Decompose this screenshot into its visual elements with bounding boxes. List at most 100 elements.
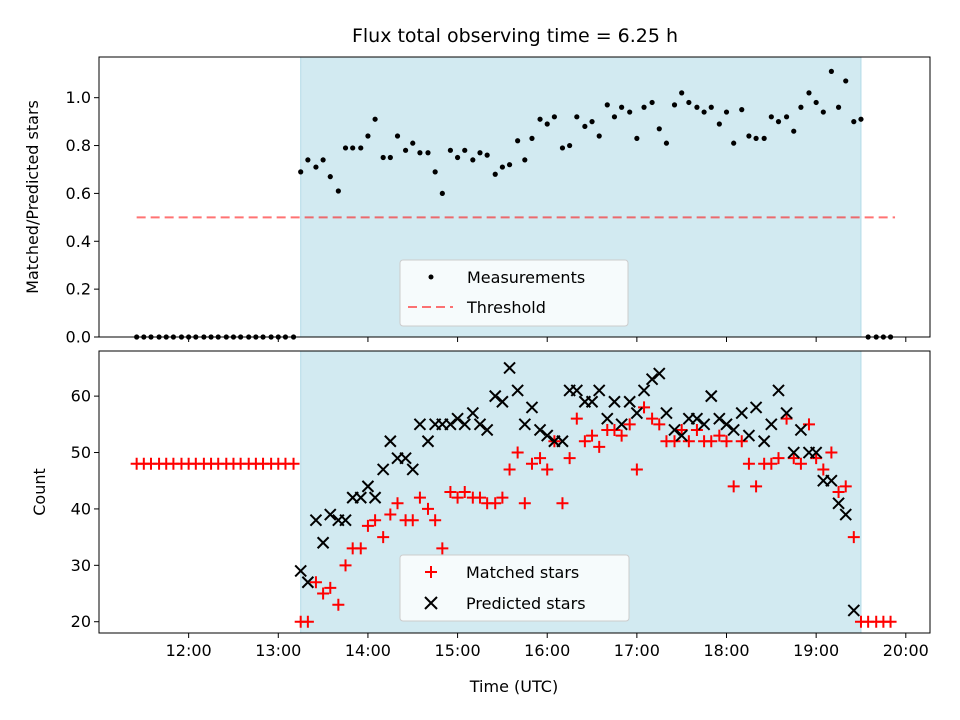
measurement-point — [350, 145, 356, 151]
matched-star-point — [727, 480, 740, 493]
matched-star-point — [780, 412, 793, 425]
x-tick-label: 15:00 — [435, 641, 481, 660]
measurement-point — [515, 138, 521, 144]
measurement-point — [806, 90, 812, 96]
matched-star-point — [377, 531, 390, 544]
measurement-point — [305, 157, 311, 163]
measurement-point — [559, 145, 566, 151]
predicted-star-point — [765, 418, 778, 431]
count-y-ticks: 20 30 40 50 60 — [71, 387, 99, 631]
measurement-point — [544, 121, 550, 127]
matched-star-point — [301, 615, 314, 628]
measurement-point — [298, 169, 304, 175]
x-tick-label: 19:00 — [793, 641, 839, 660]
predicted-star-point — [384, 435, 397, 448]
measurement-point — [731, 140, 737, 146]
predicted-star-point — [444, 418, 457, 431]
x-tick-label: 14:00 — [345, 641, 391, 660]
measurement-points — [134, 68, 894, 340]
predicted-star-point — [615, 418, 628, 431]
measurement-point — [470, 157, 476, 163]
matched-star-point — [429, 514, 442, 527]
measurement-point — [723, 109, 730, 115]
predicted-star-point — [713, 412, 726, 425]
matched-star-point — [623, 418, 636, 431]
legend-measurements-label: Measurements — [467, 268, 585, 287]
matched-star-point — [473, 491, 486, 504]
x-tick-label: 18:00 — [703, 641, 749, 660]
measurement-point — [708, 104, 714, 110]
predicted-star-point — [585, 395, 599, 408]
matched-star-point — [787, 452, 800, 465]
count-axes-frame — [98, 350, 931, 634]
matched-star-point — [489, 497, 502, 510]
count-legend: Matched stars Predicted stars — [399, 554, 630, 622]
predicted-star-point — [825, 474, 838, 487]
predicted-star-point — [601, 412, 614, 425]
y-tick-label: 20 — [71, 612, 91, 631]
measurement-point — [499, 164, 505, 170]
legend-threshold-label: Threshold — [466, 298, 546, 317]
measurement-point — [835, 104, 842, 110]
measurement-point — [327, 174, 333, 180]
matched-star-point — [354, 542, 367, 555]
matched-star-point — [713, 429, 726, 442]
predicted-star-point — [421, 435, 435, 448]
measurement-point — [320, 157, 326, 163]
measurement-point — [358, 145, 364, 151]
predicted-star-point — [503, 361, 516, 375]
measurement-point — [439, 190, 445, 197]
matched-star-point — [772, 452, 785, 465]
predicted-star-point — [660, 406, 673, 420]
predicted-star-point — [294, 564, 307, 578]
matched-star-point — [317, 587, 330, 600]
matched-star-point — [324, 581, 337, 594]
predicted-star-point — [458, 418, 471, 431]
predicted-star-point — [847, 604, 861, 617]
measurement-point — [858, 116, 864, 122]
matched-star-point — [525, 457, 538, 470]
measurement-point — [753, 135, 759, 141]
matched-star-point — [384, 508, 397, 521]
measurement-point — [813, 99, 819, 106]
predicted-star-point — [324, 508, 337, 521]
predicted-star-point — [757, 435, 771, 448]
measurement-point — [574, 114, 580, 120]
measurement-point — [365, 133, 371, 139]
matched-star-point — [361, 519, 374, 532]
matched-star-point — [444, 486, 457, 498]
measurement-point — [387, 154, 393, 161]
measurement-point — [619, 104, 625, 110]
matched-star-point — [339, 559, 352, 572]
matched-star-point — [369, 514, 382, 527]
y-tick-label: 0.0 — [66, 328, 91, 347]
predicted-star-point — [451, 412, 464, 425]
matched-star-point — [817, 463, 830, 476]
predicted-star-point — [749, 401, 763, 414]
predicted-star-point — [623, 395, 636, 408]
predicted-star-point — [354, 491, 367, 504]
ratio-legend-box — [399, 259, 629, 327]
measurement-point — [402, 147, 409, 153]
predicted-star-point — [541, 429, 554, 442]
measurement-point — [604, 102, 610, 108]
measurement-point — [522, 157, 528, 163]
measurement-point — [851, 119, 857, 125]
predicted-star-point — [705, 389, 718, 403]
predicted-star-point — [839, 508, 852, 521]
y-tick-label: 0.6 — [66, 184, 91, 203]
measurement-point — [783, 114, 790, 120]
matched-star-point — [839, 480, 852, 493]
matched-star-point — [802, 418, 815, 431]
matched-star-point — [309, 576, 322, 589]
matched-star-point — [391, 497, 404, 510]
measurement-point — [596, 133, 602, 139]
legend-predicted-label: Predicted stars — [466, 594, 586, 613]
measurement-point — [506, 162, 513, 168]
legend-measurements-marker — [428, 274, 434, 280]
predicted-star-point — [316, 536, 330, 549]
predicted-star-point — [339, 513, 352, 527]
measurement-point — [746, 133, 752, 139]
measurement-point — [798, 104, 804, 110]
matched-star-point — [586, 429, 599, 442]
